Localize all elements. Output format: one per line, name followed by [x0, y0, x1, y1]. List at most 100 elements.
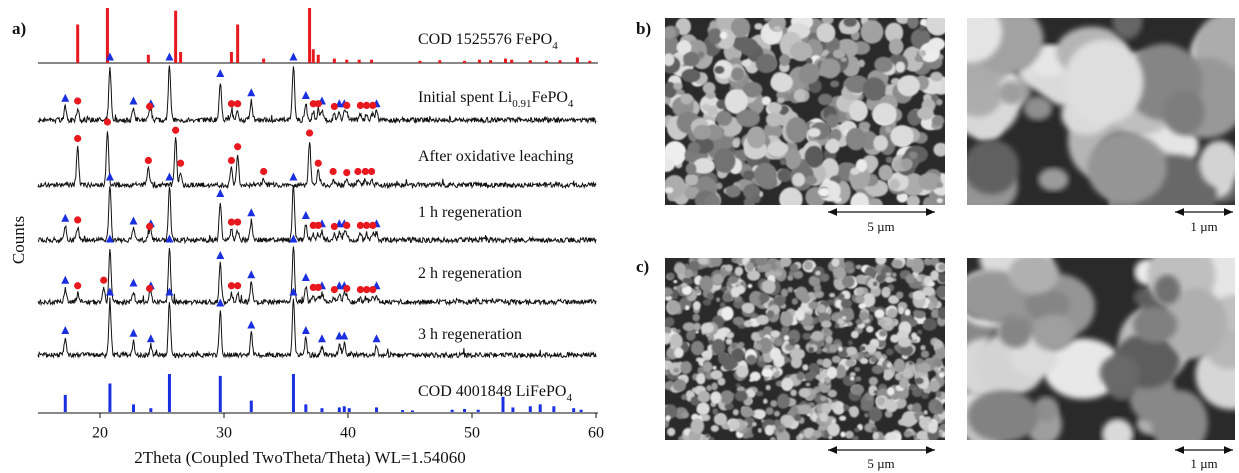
sem-particle	[729, 419, 740, 430]
triangle-marker	[301, 326, 310, 334]
sem-particle	[902, 367, 913, 379]
sem-particle	[855, 274, 867, 285]
sem-particle	[967, 390, 1039, 440]
sem-particle	[758, 292, 770, 303]
reference-stick	[345, 59, 349, 63]
sem-particle	[1163, 89, 1205, 136]
sem-particle	[715, 182, 723, 190]
legend-label: After oxidative leaching	[418, 148, 574, 165]
sem-particle	[875, 258, 887, 265]
sem-particle	[787, 286, 793, 293]
sem-particle	[673, 367, 680, 373]
sem-particle	[811, 389, 817, 396]
label-part: FePO	[531, 89, 567, 106]
reference-stick	[501, 396, 505, 412]
sem-particle	[895, 291, 904, 299]
sem-particle	[753, 343, 762, 351]
sem-particle	[868, 406, 883, 422]
sem-particle	[855, 264, 862, 270]
sem-particle	[886, 387, 895, 396]
circle-marker	[74, 216, 82, 224]
sem-particle	[883, 372, 892, 381]
sem-particle	[804, 145, 824, 168]
legend-label: COD 1525576 FePO4	[418, 31, 558, 52]
triangle-marker	[146, 334, 155, 343]
sem-particle	[1031, 314, 1076, 351]
triangle-marker	[129, 278, 138, 287]
reference-stick	[63, 394, 67, 412]
sem-particle	[742, 170, 755, 180]
sem-particle	[919, 49, 927, 57]
sem-particle	[748, 433, 754, 438]
sem-particle	[885, 272, 892, 277]
reference-stick	[528, 406, 532, 412]
sem-particle	[900, 158, 913, 170]
sem-particle	[936, 197, 943, 204]
sem-particle	[821, 402, 832, 414]
sem-particle	[855, 376, 862, 382]
triangle-marker	[340, 331, 349, 340]
reference-stick	[262, 58, 266, 63]
sem-particle	[1102, 418, 1134, 440]
sem-particle	[665, 175, 686, 199]
reference-stick	[76, 24, 80, 63]
sem-particle	[858, 311, 870, 321]
circle-marker	[309, 221, 317, 229]
sem-particle	[769, 347, 782, 361]
sem-particle	[933, 366, 939, 372]
sem-particle	[808, 435, 818, 440]
sem-particle	[789, 263, 799, 273]
reference-stick	[489, 60, 493, 63]
circle-marker	[177, 159, 185, 167]
sem-particle	[820, 371, 829, 380]
reference-stick	[418, 60, 422, 63]
sem-particle	[928, 380, 940, 393]
sem-particle	[916, 430, 930, 440]
sem-particle	[940, 423, 945, 432]
sem-particle	[780, 311, 794, 328]
sem-particle	[884, 276, 894, 283]
panel-label: a)	[12, 19, 26, 38]
sem-particle	[887, 308, 898, 319]
triangle-marker	[129, 328, 138, 337]
reference-stick	[463, 408, 467, 412]
sem-particle	[712, 408, 719, 416]
sem-particle	[798, 404, 812, 415]
sem-particle	[877, 319, 886, 327]
sem-particle	[779, 54, 791, 66]
reference-stick	[463, 60, 467, 63]
sem-particle	[884, 22, 904, 43]
sem-particle	[840, 57, 847, 62]
sem-particle	[692, 300, 701, 311]
circle-marker	[234, 100, 242, 108]
circle-marker	[100, 276, 108, 284]
sem-particle	[690, 396, 700, 406]
sem-particle	[871, 364, 884, 375]
scale-bars: 5 µm 1 µm 5 µm 1 µm	[828, 208, 1233, 471]
triangle-marker	[105, 287, 114, 296]
circle-marker	[103, 118, 112, 126]
sem-particle	[914, 377, 924, 385]
sem-particle	[894, 372, 903, 381]
sem-particle	[685, 330, 696, 341]
sem-particle	[773, 410, 781, 417]
sem-particle	[767, 141, 789, 157]
sem-particle	[918, 25, 926, 32]
sem-particle	[832, 49, 846, 59]
sem-particle	[805, 382, 811, 387]
reference-stick	[450, 409, 454, 412]
reference-stick	[476, 409, 480, 412]
sem-particle	[868, 384, 878, 396]
sem-particle	[917, 106, 934, 120]
sem-particle	[683, 51, 700, 67]
sem-particle	[901, 411, 916, 428]
sem-particle	[851, 384, 865, 395]
sem-particle	[933, 339, 943, 349]
sem-particle	[840, 431, 846, 438]
sem-particle	[745, 261, 755, 272]
sem-particle	[724, 402, 734, 411]
sem-particle	[741, 59, 752, 67]
reference-stick	[131, 404, 135, 412]
sem-image	[967, 18, 1235, 205]
